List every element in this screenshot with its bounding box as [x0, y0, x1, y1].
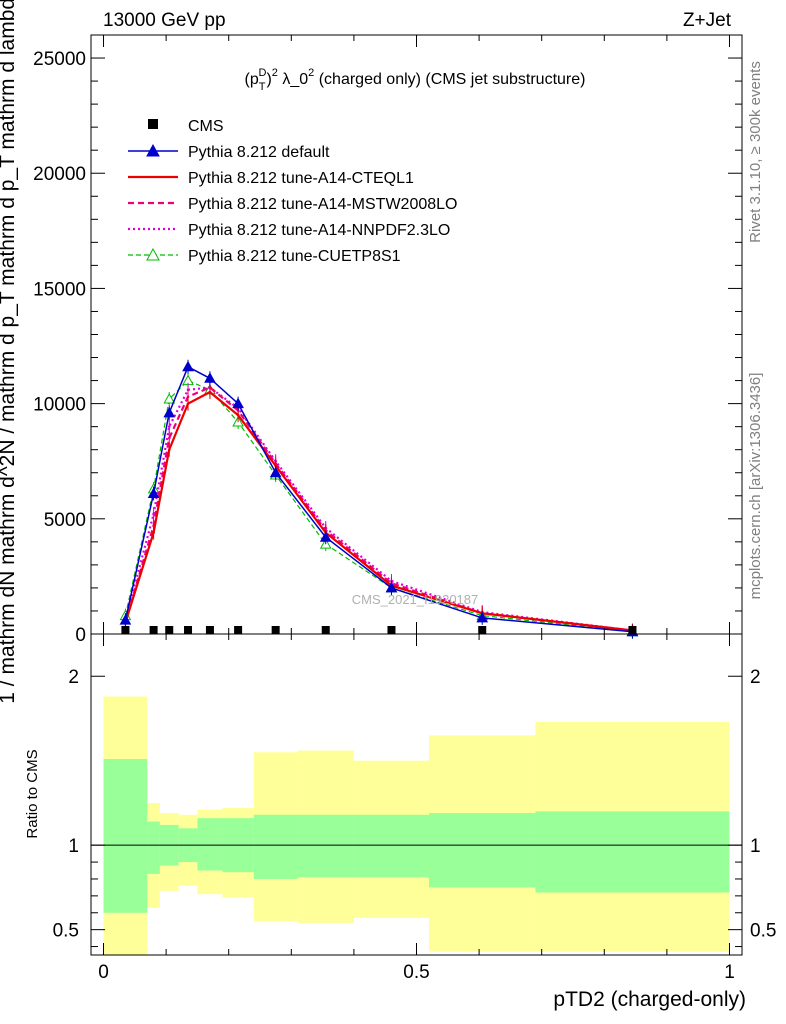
point-marker-default [476, 611, 489, 623]
rivet-label: Rivet 3.1.10, ≥ 300k events [747, 61, 764, 243]
point-marker-default [119, 614, 132, 625]
legend-label-cuetp8s1: Pythia 8.212 tune-CUETP8S1 [188, 248, 401, 265]
point-marker-default [147, 487, 160, 498]
ratio-y-tick-label-right: 2 [750, 667, 761, 688]
main-y-axis-label: 1 / mathrm dN mathrm d^2N / mathrm d p_T… [0, 0, 19, 704]
energy-label: 13000 GeV pp [103, 10, 226, 31]
ratio-axis-ticks: 0 0.5 1 0.5 0.5 1 1 2 2 [53, 634, 776, 983]
point-marker-cteql1 [208, 390, 212, 394]
ratio-y-tick-label: 1 [68, 836, 79, 857]
ratio-inner-band-bin [353, 814, 430, 878]
point-marker-cuetp8s1 [163, 392, 176, 404]
x-tick-label: 0.5 [403, 962, 429, 983]
x-axis-label: pTD2 (charged-only) [553, 988, 746, 1011]
ratio-y-tick-label: 0.5 [53, 921, 79, 942]
cms-data-point [121, 626, 130, 634]
point-marker-nnpdf [152, 512, 155, 516]
legend-label-cms: CMS [188, 118, 224, 135]
ratio-inner-band-bin [253, 814, 298, 879]
legend: CMS Pythia 8.212 default Pythia 8.212 tune… [128, 118, 457, 265]
ratio-inner-band-bin [147, 821, 160, 874]
y-tick-label: 15000 [33, 279, 86, 300]
y-tick-label: 25000 [33, 49, 86, 70]
ratio-inner-band-bin [429, 813, 536, 888]
main-axis-ticks: 0 5000 10000 15000 20000 25000 [33, 34, 742, 646]
cms-data-point [234, 626, 243, 634]
analysis-watermark: CMS_2021_I1920187 [352, 592, 479, 607]
legend-marker-cms [148, 119, 158, 129]
main-title: (pTD)2 λ_02 (charged only) (CMS jet subs… [245, 67, 586, 93]
x-tick-label: 1 [724, 962, 735, 983]
cms-data-point [205, 626, 214, 634]
point-marker-default [182, 360, 194, 372]
cms-data-point [165, 626, 174, 634]
legend-label-default: Pythia 8.212 default [188, 144, 330, 161]
ratio-inner-band-bin [535, 811, 730, 893]
ratio-y-tick-label-right: 1 [750, 836, 761, 857]
point-marker-default [163, 406, 176, 418]
ratio-inner-band-bin [297, 814, 354, 878]
point-marker-nnpdf [167, 425, 171, 428]
cms-data-point [184, 626, 193, 634]
y-tick-label: 5000 [44, 510, 86, 531]
legend-label-cteql1: Pythia 8.212 tune-A14-CTEQL1 [188, 170, 414, 187]
main-panel: CMS_2021_I1920187 0 5000 10000 15000 20000 25… [0, 0, 743, 704]
point-marker-mstw [167, 436, 171, 440]
ratio-panel: 0 0.5 1 0.5 0.5 1 1 2 2 Ratio to CMS pTD2 (charg… [24, 633, 776, 1011]
main-y-axis-title: 1 / mathrm dN mathrm d^2N / mathrm d p_T… [0, 0, 19, 704]
y-tick-label: 20000 [33, 164, 86, 185]
main-data-marks [119, 359, 639, 639]
process-label: Z+Jet [683, 10, 732, 31]
cms-data-point [478, 626, 487, 634]
cms-data-point [387, 626, 396, 634]
ratio-y-tick-label: 2 [68, 667, 79, 688]
point-marker-default [269, 466, 282, 478]
point-marker-default [319, 531, 332, 542]
ratio-y-axis-label: Ratio to CMS [24, 749, 41, 838]
cms-data-point [628, 626, 637, 634]
point-marker-cteql1 [236, 413, 240, 417]
ratio-data-marks [91, 696, 742, 955]
point-marker-default [204, 372, 216, 383]
point-marker-default [385, 581, 398, 593]
y-tick-label: 10000 [33, 395, 86, 416]
point-marker-cteql1 [152, 531, 155, 534]
y-tick-label: 0 [75, 625, 86, 646]
point-marker-default [232, 397, 244, 409]
ratio-y-tick-label-right: 0.5 [750, 921, 776, 942]
x-tick-label: 0 [98, 962, 109, 983]
cms-data-point [271, 626, 280, 634]
cms-data-point [321, 626, 330, 634]
mcplots-label: mcplots.cern.ch [arXiv:1306.3436] [747, 373, 764, 600]
point-marker-cteql1 [167, 448, 171, 451]
legend-marker-cuetp8s1 [146, 247, 160, 261]
ratio-inner-band-bin [103, 759, 148, 913]
legend-marker-default [146, 143, 160, 157]
point-marker-cteql1 [186, 402, 190, 405]
legend-label-mstw: Pythia 8.212 tune-A14-MSTW2008LO [188, 196, 457, 213]
ratio-inner-band-bin [197, 818, 223, 871]
legend-label-nnpdf: Pythia 8.212 tune-A14-NNPDF2.3LO [188, 222, 450, 239]
cms-data-point [149, 626, 158, 634]
